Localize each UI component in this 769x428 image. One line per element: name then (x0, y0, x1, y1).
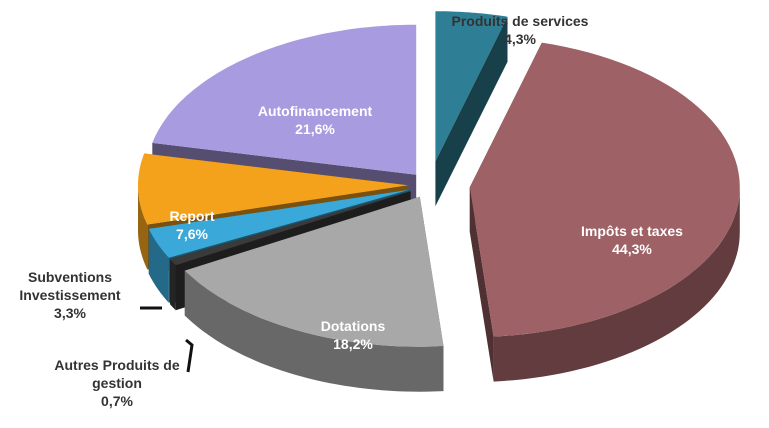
slice-label: Subventions Investissement 3,3% (5, 268, 135, 322)
slice-wall (493, 187, 740, 382)
category-label: Autres Produits de gestion (54, 357, 180, 391)
category-label: Subventions Investissement (19, 269, 121, 303)
slice (435, 11, 508, 162)
value-label: 18,2% (333, 336, 373, 352)
slice-wall (138, 185, 148, 270)
slice-label: Impôts et taxes 44,3% (552, 222, 712, 258)
category-label: Autofinancement (257, 103, 373, 119)
category-label: Impôts et taxes (581, 223, 683, 239)
slice-wall (148, 228, 169, 303)
slice (184, 196, 444, 347)
value-label: 0,7% (101, 393, 133, 409)
slice-side (469, 187, 494, 382)
category-label: Produits de services (451, 13, 589, 29)
slice-label: Autofinancement 21,6% (230, 102, 400, 138)
slice-label: Produits de services 4,3% (420, 12, 620, 48)
slice-wall (170, 259, 176, 311)
leader-line (185, 338, 194, 373)
slice-side (435, 16, 508, 207)
slice (138, 153, 408, 225)
slice (148, 189, 410, 258)
slice-wall (184, 270, 444, 392)
slice (469, 42, 740, 337)
value-label: 3,3% (54, 305, 86, 321)
slice (152, 24, 417, 175)
category-label: Report (169, 208, 215, 224)
value-label: 7,6% (176, 226, 208, 242)
value-label: 44,3% (612, 241, 652, 257)
slice-label: Dotations 18,2% (283, 317, 423, 353)
category-label: Dotations (320, 318, 386, 334)
value-label: 4,3% (504, 31, 536, 47)
slice-label: Autres Produits de gestion 0,7% (37, 356, 197, 410)
slice (170, 191, 411, 266)
value-label: 21,6% (295, 121, 335, 137)
slice-label: Report 7,6% (147, 207, 237, 243)
